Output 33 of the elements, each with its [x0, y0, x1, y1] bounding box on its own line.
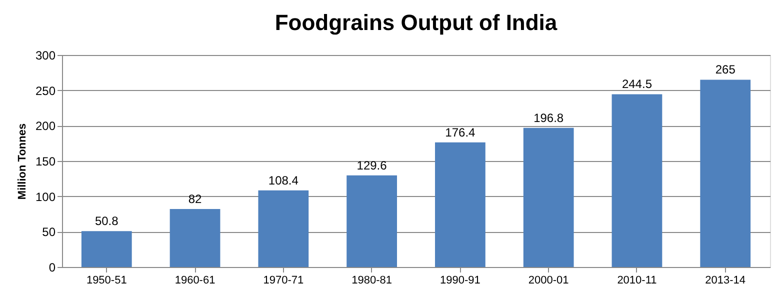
bar — [170, 209, 220, 267]
y-axis-title: Million Tonnes — [16, 123, 28, 200]
bar — [612, 94, 662, 267]
y-tick-label: 150 — [35, 154, 56, 168]
y-tick-label: 200 — [35, 119, 56, 134]
x-tick-label: 2013-14 — [705, 274, 746, 286]
bar — [700, 80, 751, 267]
y-tick-label: 300 — [35, 48, 56, 62]
x-tick-label: 2010-11 — [617, 274, 657, 286]
data-label: 176.4 — [445, 125, 476, 140]
x-tick-label: 1970-71 — [263, 274, 304, 286]
data-label: 82 — [188, 192, 202, 206]
x-tick-label: 1980-81 — [352, 274, 392, 286]
y-tick-label: 250 — [35, 84, 56, 98]
y-tick-label: 50 — [42, 225, 56, 240]
x-tick-label: 1990-91 — [440, 274, 480, 286]
data-label: 108.4 — [268, 173, 299, 188]
bar — [346, 175, 397, 267]
y-tick-label: 100 — [35, 190, 56, 204]
data-label: 196.8 — [534, 110, 564, 125]
data-label: 244.5 — [622, 77, 652, 92]
y-tick-label: 0 — [48, 260, 56, 274]
data-label: 50.8 — [94, 214, 119, 228]
bar — [435, 142, 486, 267]
data-label: 129.6 — [356, 158, 388, 172]
data-label: 265 — [715, 62, 736, 77]
x-tick-label: 2000-01 — [528, 274, 569, 286]
bar — [81, 231, 132, 267]
x-tick-label: 1950-51 — [86, 274, 127, 286]
bar — [523, 128, 574, 267]
x-tick-label: 1960-61 — [174, 274, 216, 286]
chart-title: Foodgrains Output of India — [274, 10, 558, 35]
bar — [258, 190, 309, 267]
